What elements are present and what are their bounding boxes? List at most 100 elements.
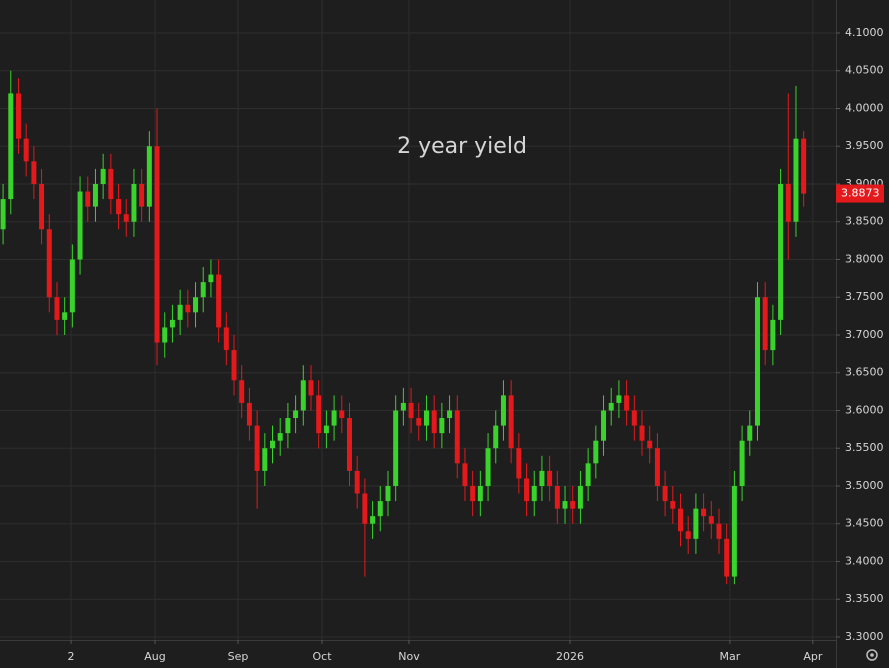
candle-body	[570, 501, 576, 509]
candle-body	[539, 470, 545, 486]
candle-body	[593, 440, 599, 464]
candle-body	[8, 93, 14, 200]
candle-body	[554, 485, 560, 509]
candle-body	[154, 146, 160, 343]
candle-body	[262, 448, 268, 471]
candle-body	[46, 229, 52, 298]
candle-body	[139, 183, 145, 207]
candle-body	[708, 516, 714, 524]
x-tick-label: Apr	[803, 650, 823, 663]
y-tick-label: 3.3500	[845, 592, 884, 605]
candle-body	[162, 327, 168, 343]
y-tick-label: 3.6000	[845, 403, 884, 416]
candle-body	[223, 327, 229, 351]
x-tick-label: Sep	[228, 650, 249, 663]
candle-body	[631, 410, 637, 426]
x-tick-label: 2	[68, 650, 75, 663]
y-tick-label: 4.0000	[845, 101, 884, 114]
candle-body	[662, 485, 668, 502]
candle-body	[31, 161, 37, 184]
candle-body	[739, 440, 745, 486]
candle-body	[323, 425, 329, 434]
y-tick-label: 3.8500	[845, 215, 884, 228]
candle-body	[116, 199, 122, 215]
y-tick-label: 3.4000	[845, 554, 884, 567]
candle-body	[562, 501, 568, 509]
candle-body	[246, 402, 252, 426]
candle-body	[654, 448, 660, 486]
candle-body	[508, 395, 514, 449]
y-tick-label: 3.5000	[845, 479, 884, 492]
candle-body	[54, 297, 60, 320]
candle-body	[624, 395, 630, 411]
x-tick-label: Oct	[312, 650, 332, 663]
candle-body	[462, 463, 468, 486]
y-tick-label: 4.0500	[845, 64, 884, 77]
candle-body	[439, 418, 445, 434]
candle-body	[270, 440, 276, 449]
x-tick-label: 2026	[556, 650, 584, 663]
y-tick-label: 3.8000	[845, 252, 884, 265]
candle-body	[377, 501, 383, 517]
candle-body	[647, 440, 653, 449]
y-tick-label: 3.7500	[845, 290, 884, 303]
candle-body	[254, 425, 260, 471]
candle-body	[685, 531, 691, 539]
candle-body	[216, 274, 222, 328]
y-tick-label: 3.4500	[845, 517, 884, 530]
candle-body	[239, 380, 245, 403]
candle-body	[39, 183, 45, 230]
candle-body	[754, 297, 760, 426]
x-tick-label: Aug	[144, 650, 165, 663]
candle-body	[793, 138, 799, 222]
candle-body	[231, 350, 237, 381]
candle-body	[724, 538, 730, 577]
settings-button[interactable]	[856, 641, 889, 668]
candle-body	[193, 297, 199, 313]
candle-body	[770, 319, 776, 351]
candle-body	[285, 418, 291, 434]
candle-body	[62, 312, 68, 320]
candle-body	[524, 478, 530, 502]
candle-body	[639, 425, 645, 441]
last-price-label: 3.8873	[841, 187, 880, 200]
candle-body	[100, 168, 106, 184]
settings-icon[interactable]	[866, 649, 878, 661]
candle-body	[454, 410, 460, 464]
candle-body	[716, 523, 722, 539]
candle-body	[577, 485, 583, 509]
candle-body	[731, 485, 737, 577]
candle-body	[169, 319, 175, 328]
candle-body	[0, 199, 6, 230]
candle-body	[300, 380, 306, 411]
y-tick-label: 3.6500	[845, 366, 884, 379]
candle-body	[316, 395, 322, 434]
candle-body	[293, 410, 299, 419]
candle-body	[146, 146, 152, 207]
candle-body	[423, 410, 429, 426]
candle-body	[762, 297, 768, 351]
candle-body	[747, 425, 753, 441]
candle-body	[15, 93, 21, 139]
candle-body	[616, 395, 622, 403]
candle-body	[85, 191, 91, 207]
candle-body	[346, 418, 352, 471]
candle-body	[516, 448, 522, 479]
candle-body	[23, 138, 29, 162]
settings-icon-center[interactable]	[870, 653, 874, 657]
candle-body	[177, 304, 183, 320]
candle-body	[208, 274, 214, 283]
candle-body	[608, 402, 614, 411]
candle-body	[447, 410, 453, 419]
candle-body	[108, 168, 114, 200]
candle-body	[331, 410, 337, 426]
y-tick-label: 3.3000	[845, 630, 884, 643]
candle-body	[701, 508, 707, 517]
candle-body	[778, 183, 784, 320]
candle-body	[339, 410, 345, 419]
candle-body	[131, 183, 137, 222]
candle-body	[123, 214, 129, 222]
candle-body	[185, 304, 191, 313]
candle-body	[308, 380, 314, 396]
